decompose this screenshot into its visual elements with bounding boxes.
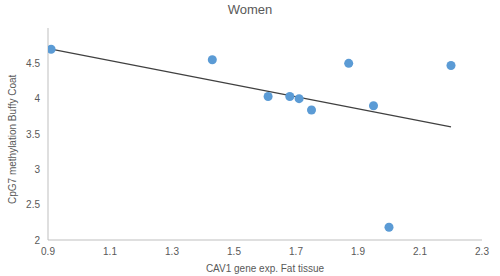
html-text:Women: Women — [227, 2, 273, 17]
svg-text:3.5: 3.5 — [26, 129, 40, 140]
svg-text:2: 2 — [34, 235, 40, 246]
svg-text:1.5: 1.5 — [227, 246, 241, 257]
svg-text:2.5: 2.5 — [26, 199, 40, 210]
svg-text:3: 3 — [34, 164, 40, 175]
svg-text:4: 4 — [34, 93, 40, 104]
svg-text:0.9: 0.9 — [41, 246, 55, 257]
svg-text:CAV1 gene exp. Fat tissue: CAV1 gene exp. Fat tissue — [206, 263, 325, 274]
svg-text:1.7: 1.7 — [289, 246, 303, 257]
svg-text:4.5: 4.5 — [26, 58, 40, 69]
svg-text:1.9: 1.9 — [351, 246, 365, 257]
svg-text:CpG7 methylation Buffy Coat: CpG7 methylation Buffy Coat — [8, 74, 18, 204]
svg-text:1.1: 1.1 — [103, 246, 117, 257]
svg-text:2.1: 2.1 — [413, 246, 427, 257]
svg-text:2.3: 2.3 — [475, 246, 489, 257]
svg-text:1.3: 1.3 — [165, 246, 179, 257]
